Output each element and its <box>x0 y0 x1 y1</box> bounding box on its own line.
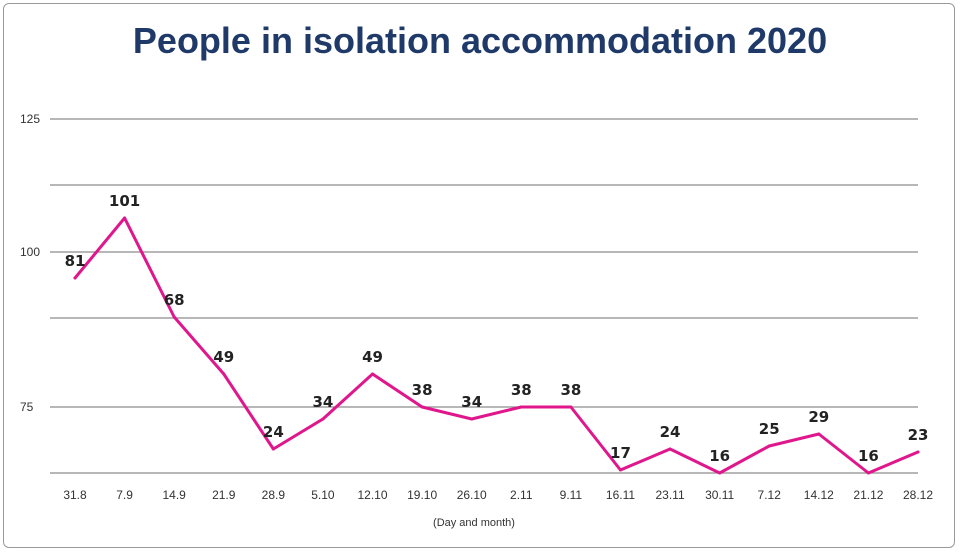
data-label: 49 <box>213 348 234 366</box>
data-label: 68 <box>164 291 185 309</box>
data-point <box>718 471 722 475</box>
data-label: 24 <box>263 423 284 441</box>
x-tick-label: 28.12 <box>903 488 933 502</box>
x-tick-label: 12.10 <box>358 488 388 502</box>
data-point <box>172 315 176 319</box>
x-tick-label: 14.12 <box>804 488 834 502</box>
data-point <box>916 450 920 454</box>
x-tick-label: 7.12 <box>758 488 782 502</box>
x-tick-label: 21.9 <box>212 488 236 502</box>
x-tick-label: 26.10 <box>457 488 487 502</box>
data-point <box>73 276 77 280</box>
data-point <box>222 372 226 376</box>
data-label: 16 <box>709 447 730 465</box>
data-label: 34 <box>461 393 482 411</box>
x-tick-label: 23.11 <box>655 488 684 502</box>
chart-title: People in isolation accommodation 2020 <box>132 20 828 61</box>
data-point <box>321 417 325 421</box>
data-label: 34 <box>313 393 334 411</box>
x-axis-label: (Day and month) <box>433 517 515 529</box>
data-label: 38 <box>412 381 433 399</box>
x-tick-label: 31.8 <box>63 488 87 502</box>
data-point <box>371 372 375 376</box>
data-label: 16 <box>858 447 879 465</box>
x-tick-label: 2.11 <box>510 488 533 502</box>
x-tick-label: 9.11 <box>560 488 583 502</box>
data-label: 29 <box>808 408 829 426</box>
x-tick-label: 30.11 <box>705 488 734 502</box>
data-label: 25 <box>759 420 780 438</box>
data-point <box>767 444 771 448</box>
x-tick-label: 5.10 <box>311 488 335 502</box>
data-point <box>123 216 127 220</box>
data-label: 23 <box>908 426 929 444</box>
x-tick-label: 28.9 <box>262 488 286 502</box>
data-point <box>519 405 523 409</box>
data-label: 24 <box>660 423 681 441</box>
y-tick-label: 100 <box>20 245 40 259</box>
data-point <box>668 447 672 451</box>
data-point <box>420 405 424 409</box>
data-label: 38 <box>511 381 532 399</box>
x-tick-label: 7.9 <box>116 488 133 502</box>
data-point <box>817 432 821 436</box>
data-label: 101 <box>109 192 140 210</box>
data-label: 49 <box>362 348 383 366</box>
series-line <box>73 216 920 475</box>
data-label: 81 <box>65 252 86 270</box>
chart-frame <box>3 3 955 548</box>
data-label: 38 <box>560 381 581 399</box>
y-tick-label: 125 <box>20 112 40 126</box>
data-point <box>271 447 275 451</box>
x-tick-label: 16.11 <box>606 488 635 502</box>
data-point <box>618 468 622 472</box>
data-point <box>470 417 474 421</box>
data-label: 17 <box>610 444 631 462</box>
x-tick-label: 21.12 <box>853 488 883 502</box>
data-point <box>866 471 870 475</box>
x-tick-label: 19.10 <box>407 488 437 502</box>
data-point <box>569 405 573 409</box>
y-tick-label: 75 <box>20 400 34 414</box>
x-tick-label: 14.9 <box>162 488 186 502</box>
